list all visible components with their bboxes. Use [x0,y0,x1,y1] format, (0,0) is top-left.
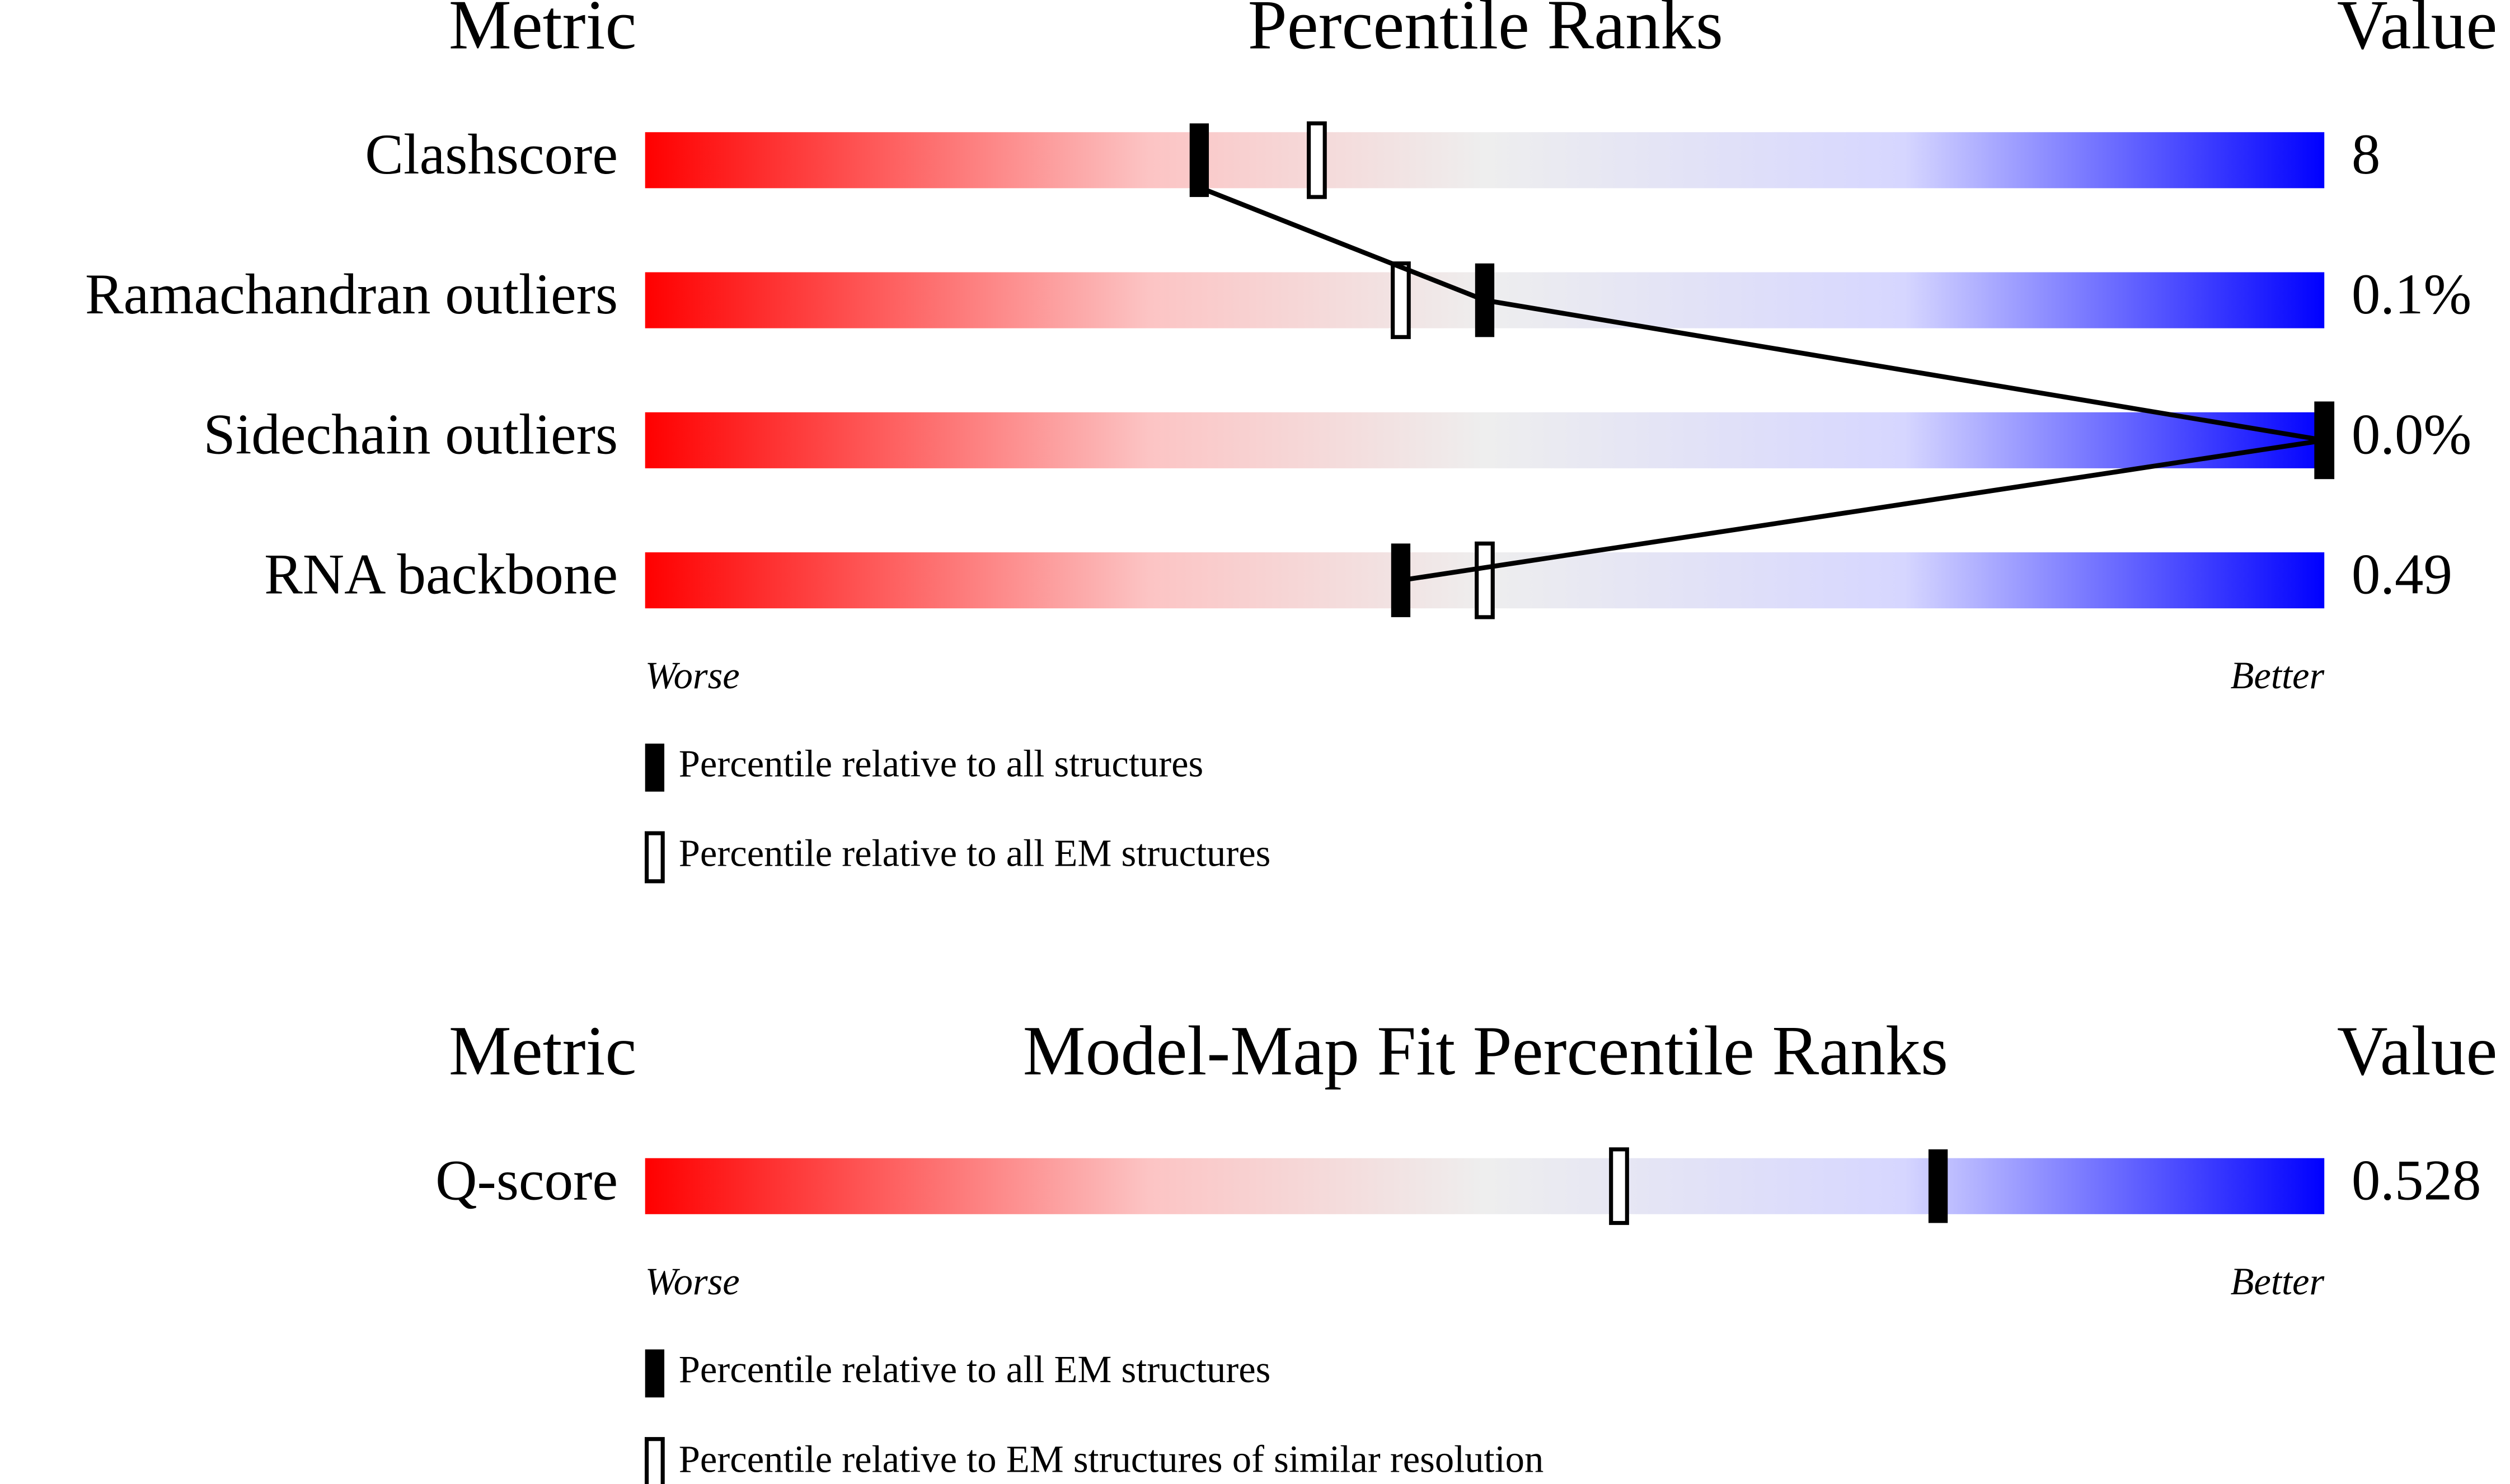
better-label: Better [2231,654,2325,697]
metric-header: Metric [449,0,636,64]
metric-label: RNA backbone [264,543,618,607]
percentile-marker [1189,123,1209,198]
legend-swatch [644,1437,665,1484]
gradient-bar [645,132,2325,189]
metric-value: 0.0% [2352,402,2472,466]
metric-value: 0.1% [2352,262,2472,326]
legend-label: Percentile relative to all EM structures [679,1348,1271,1391]
metric-value: 0.49 [2352,543,2452,607]
metric-label: Q-score [435,1148,618,1212]
better-label: Better [2231,1260,2325,1303]
metric-label: Clashscore [365,123,618,186]
percentile-marker-hollow [1609,1147,1629,1225]
legend-label: Percentile relative to all EM structures [679,832,1271,875]
metric-value: 8 [2352,123,2380,186]
metric-value: 0.528 [2352,1148,2481,1212]
connector-line [1198,185,2325,583]
metric-label: Ramachandran outliers [85,262,618,326]
metric-label: Sidechain outliers [203,402,618,466]
panel-title: Model-Map Fit Percentile Ranks [1023,1012,1948,1090]
percentile-marker-hollow [1307,121,1327,199]
percentile-marker [1928,1149,1948,1223]
legend-swatch [645,1349,665,1398]
legend-label: Percentile relative to EM structures of … [679,1438,1544,1480]
gradient-bar [645,412,2325,468]
value-header: Value [2337,0,2498,64]
percentile-marker-hollow [1475,541,1495,619]
panel-title: Percentile Ranks [1248,0,1723,64]
worse-label: Worse [645,654,740,697]
legend-swatch [644,831,665,884]
legend-swatch [645,743,665,792]
percentile-marker-hollow [1391,261,1411,339]
metric-header: Metric [449,1012,636,1090]
value-header: Value [2337,1012,2498,1090]
worse-label: Worse [645,1260,740,1303]
gradient-bar [645,1158,2325,1214]
legend-label: Percentile relative to all structures [679,743,1204,785]
